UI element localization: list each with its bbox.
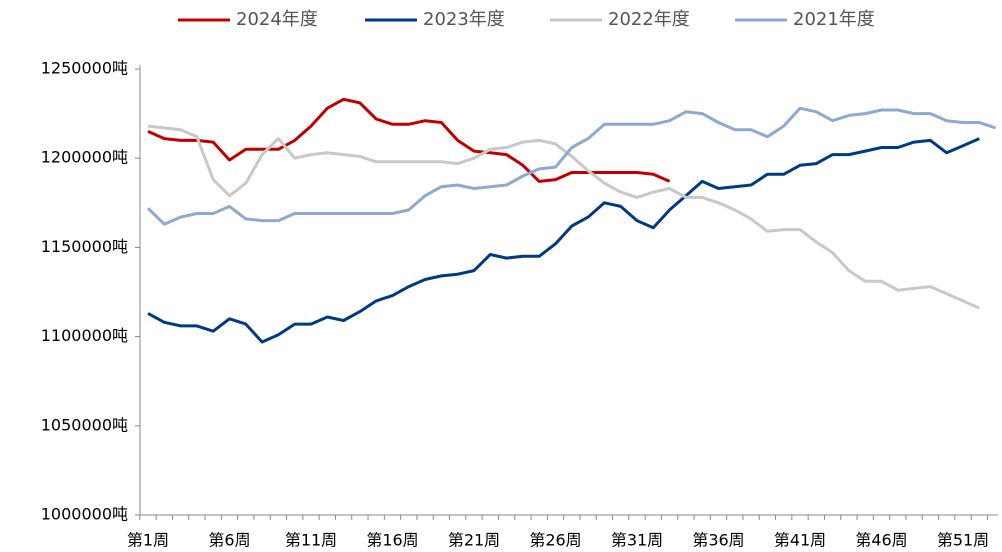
x-tick-label: 第46周 (855, 531, 907, 550)
x-tick-label: 第6周 (208, 531, 250, 550)
series-line (146, 106, 997, 226)
x-tick-label: 第21周 (448, 531, 500, 550)
series-line (147, 97, 671, 183)
x-tick-label: 第31周 (611, 531, 663, 550)
y-tick-label: 1100000吨 (41, 326, 128, 345)
series-line (147, 137, 980, 344)
x-tick-label: 第16周 (366, 531, 418, 550)
y-tick-label: 1050000吨 (41, 415, 128, 434)
x-tick-label: 第1周 (127, 531, 169, 550)
y-tick-label: 1150000吨 (41, 237, 128, 256)
x-tick-label: 第36周 (692, 531, 744, 550)
series-line (147, 124, 980, 310)
legend-label: 2024年度 (236, 9, 318, 30)
y-tick-label: 1000000吨 (41, 505, 128, 524)
x-tick-label: 第51周 (937, 531, 989, 550)
y-tick-label: 1250000吨 (41, 59, 128, 78)
legend-label: 2022年度 (608, 9, 690, 30)
x-tick-label: 第11周 (285, 531, 337, 550)
y-tick-label: 1200000吨 (41, 148, 128, 167)
legend: 2024年度 2023年度 2022年度 2021年度 (178, 9, 875, 30)
legend-label: 2023年度 (423, 9, 505, 30)
legend-label: 2021年度 (793, 9, 875, 30)
x-tick-label: 第26周 (529, 531, 581, 550)
x-tick-label: 第41周 (774, 531, 826, 550)
